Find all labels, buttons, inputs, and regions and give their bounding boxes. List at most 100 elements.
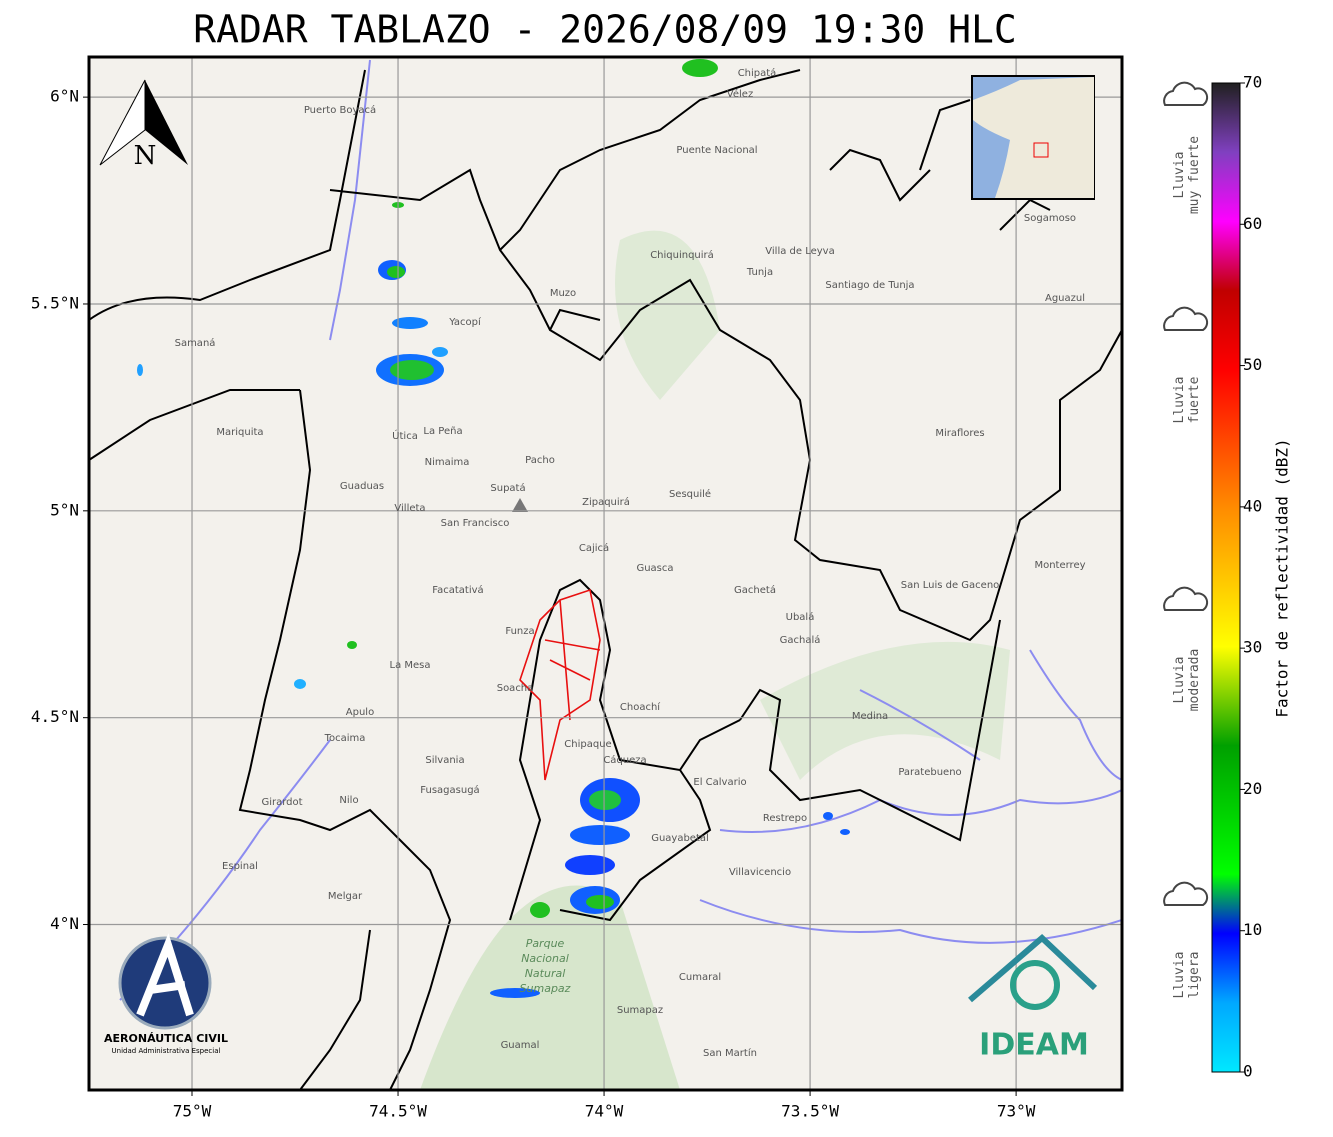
colorbar bbox=[1211, 82, 1241, 1073]
forest bbox=[615, 230, 720, 400]
place-label: Soacha bbox=[497, 683, 534, 694]
echo bbox=[589, 790, 621, 810]
logo-swirl bbox=[1010, 960, 1060, 1010]
place-label: Samaná bbox=[175, 337, 216, 349]
colorbar-tick-label: 50 bbox=[1243, 355, 1262, 374]
place-label: Nimaima bbox=[425, 457, 470, 468]
place-label: Melgar bbox=[328, 891, 363, 902]
echo bbox=[682, 59, 718, 77]
echo bbox=[387, 266, 405, 278]
place-label: Paratebueno bbox=[898, 767, 961, 778]
rain-label: Lluvia bbox=[1172, 657, 1187, 704]
place-label: Vélez bbox=[727, 88, 753, 100]
y-tick-label: 6°N bbox=[50, 87, 79, 106]
place-label: El Calvario bbox=[693, 777, 746, 788]
place-label: Zipaquirá bbox=[582, 496, 630, 508]
places: Sogamoso Villa de Leyva Tunja Zipaquirá Vill… bbox=[175, 67, 1086, 1059]
colorbar-tick-label: 10 bbox=[1243, 920, 1262, 939]
y-tick-label: 5°N bbox=[50, 500, 79, 519]
place-label: Apulo bbox=[346, 707, 374, 718]
bogota bbox=[519, 588, 601, 781]
place-label: Cajicá bbox=[579, 542, 609, 554]
place-label: Monterrey bbox=[1034, 560, 1085, 571]
echo bbox=[586, 895, 614, 909]
place-label: Tocaima bbox=[324, 733, 366, 744]
aerocivil-logo: AERONÁUTICA CIVIL Unidad Administrativa … bbox=[104, 933, 228, 1055]
place-label: Pacho bbox=[525, 455, 555, 466]
place-label: Gachalá bbox=[780, 634, 821, 646]
x-tick-label: 74.5°W bbox=[369, 1102, 427, 1121]
colorbar-tick-label: 20 bbox=[1243, 779, 1262, 798]
x-tick-label: 75°W bbox=[173, 1102, 212, 1121]
logo-a bbox=[136, 933, 194, 1017]
logo-subtext: Unidad Administrativa Especial bbox=[112, 1047, 221, 1055]
axes: 75°W 74.5°W 74°W 73.5°W 73°W 4°N 4.5°N 5°N 5.5°N… bbox=[31, 87, 1036, 1121]
colorbar-tick-label: 60 bbox=[1243, 214, 1262, 233]
map-frame bbox=[87, 55, 1124, 1092]
park-area bbox=[420, 885, 680, 1090]
place-label: Fusagasugá bbox=[420, 784, 479, 796]
place-label: Silvania bbox=[425, 755, 464, 766]
river bbox=[119, 59, 1122, 1001]
echo bbox=[570, 825, 630, 845]
place-label: Guaduas bbox=[340, 481, 384, 492]
place-label: San Francisco bbox=[441, 518, 510, 529]
logo-roof bbox=[968, 933, 1098, 1003]
place-label: Yacopí bbox=[448, 316, 482, 328]
echo bbox=[432, 347, 448, 357]
echo bbox=[530, 902, 550, 918]
echo bbox=[137, 364, 143, 376]
colorbar-tick-label: 70 bbox=[1243, 73, 1262, 92]
place-label: Miraflores bbox=[935, 428, 984, 439]
place-label: Ubalá bbox=[786, 611, 815, 623]
place-label: Nilo bbox=[339, 795, 358, 806]
north-arrow: N bbox=[99, 79, 188, 171]
rain-label: fuerte bbox=[1187, 376, 1202, 423]
place-label: Espinal bbox=[222, 861, 258, 872]
place-label: Puente Nacional bbox=[676, 145, 757, 156]
place-label: San Luis de Gaceno bbox=[901, 580, 1000, 591]
colorbar-ticks: 0 10 20 30 40 50 60 70 bbox=[1240, 73, 1262, 1081]
logo-text: IDEAM bbox=[979, 1028, 1089, 1063]
place-label: Mariquita bbox=[216, 427, 263, 438]
place-label: Gachetá bbox=[734, 584, 776, 596]
rain-label: Lluvia bbox=[1172, 952, 1187, 999]
inset-box bbox=[1033, 142, 1049, 158]
forest bbox=[760, 641, 1010, 780]
place-label: Guasca bbox=[636, 563, 673, 574]
place-label: Guamal bbox=[501, 1040, 540, 1051]
park-label: Natural bbox=[525, 967, 566, 980]
x-tick-label: 74°W bbox=[585, 1102, 624, 1121]
cloud-icon bbox=[1163, 881, 1209, 906]
radar-echoes bbox=[137, 59, 850, 998]
place-label: La Mesa bbox=[390, 660, 431, 671]
rain-label: moderada bbox=[1187, 649, 1202, 712]
park-label: Sumapaz bbox=[520, 982, 571, 995]
title: RADAR TABLAZO - 2026/08/09 19:30 HLC bbox=[193, 8, 1017, 52]
place-label: Funza bbox=[505, 626, 534, 637]
place-label: Supatá bbox=[490, 482, 525, 494]
place-label: Restrepo bbox=[763, 813, 807, 824]
place-label: Santiago de Tunja bbox=[825, 280, 914, 291]
place-label: Facatativá bbox=[432, 584, 483, 596]
echo bbox=[840, 829, 850, 835]
place-label: Chipaque bbox=[564, 739, 611, 750]
place-label: Villa de Leyva bbox=[765, 246, 834, 257]
echo bbox=[390, 360, 434, 380]
place-label: Aguazul bbox=[1045, 293, 1085, 304]
x-tick-label: 73°W bbox=[997, 1102, 1036, 1121]
place-label: Sogamoso bbox=[1024, 213, 1076, 224]
map: Sogamoso Villa de Leyva Tunja Zipaquirá Vill… bbox=[89, 57, 1122, 1090]
place-label: Cáqueza bbox=[603, 754, 646, 766]
y-tick-label: 4.5°N bbox=[31, 707, 79, 726]
place-label: Chiquinquirá bbox=[650, 249, 714, 261]
place-label: Villeta bbox=[394, 503, 425, 514]
x-tick-label: 73.5°W bbox=[781, 1102, 839, 1121]
rain-label: ligera bbox=[1187, 952, 1202, 999]
north-label: N bbox=[134, 141, 157, 171]
inset-map bbox=[971, 75, 1095, 200]
ideam-logo: IDEAM bbox=[968, 933, 1098, 1063]
grid bbox=[89, 57, 1122, 1090]
place-label: Choachí bbox=[620, 701, 661, 713]
